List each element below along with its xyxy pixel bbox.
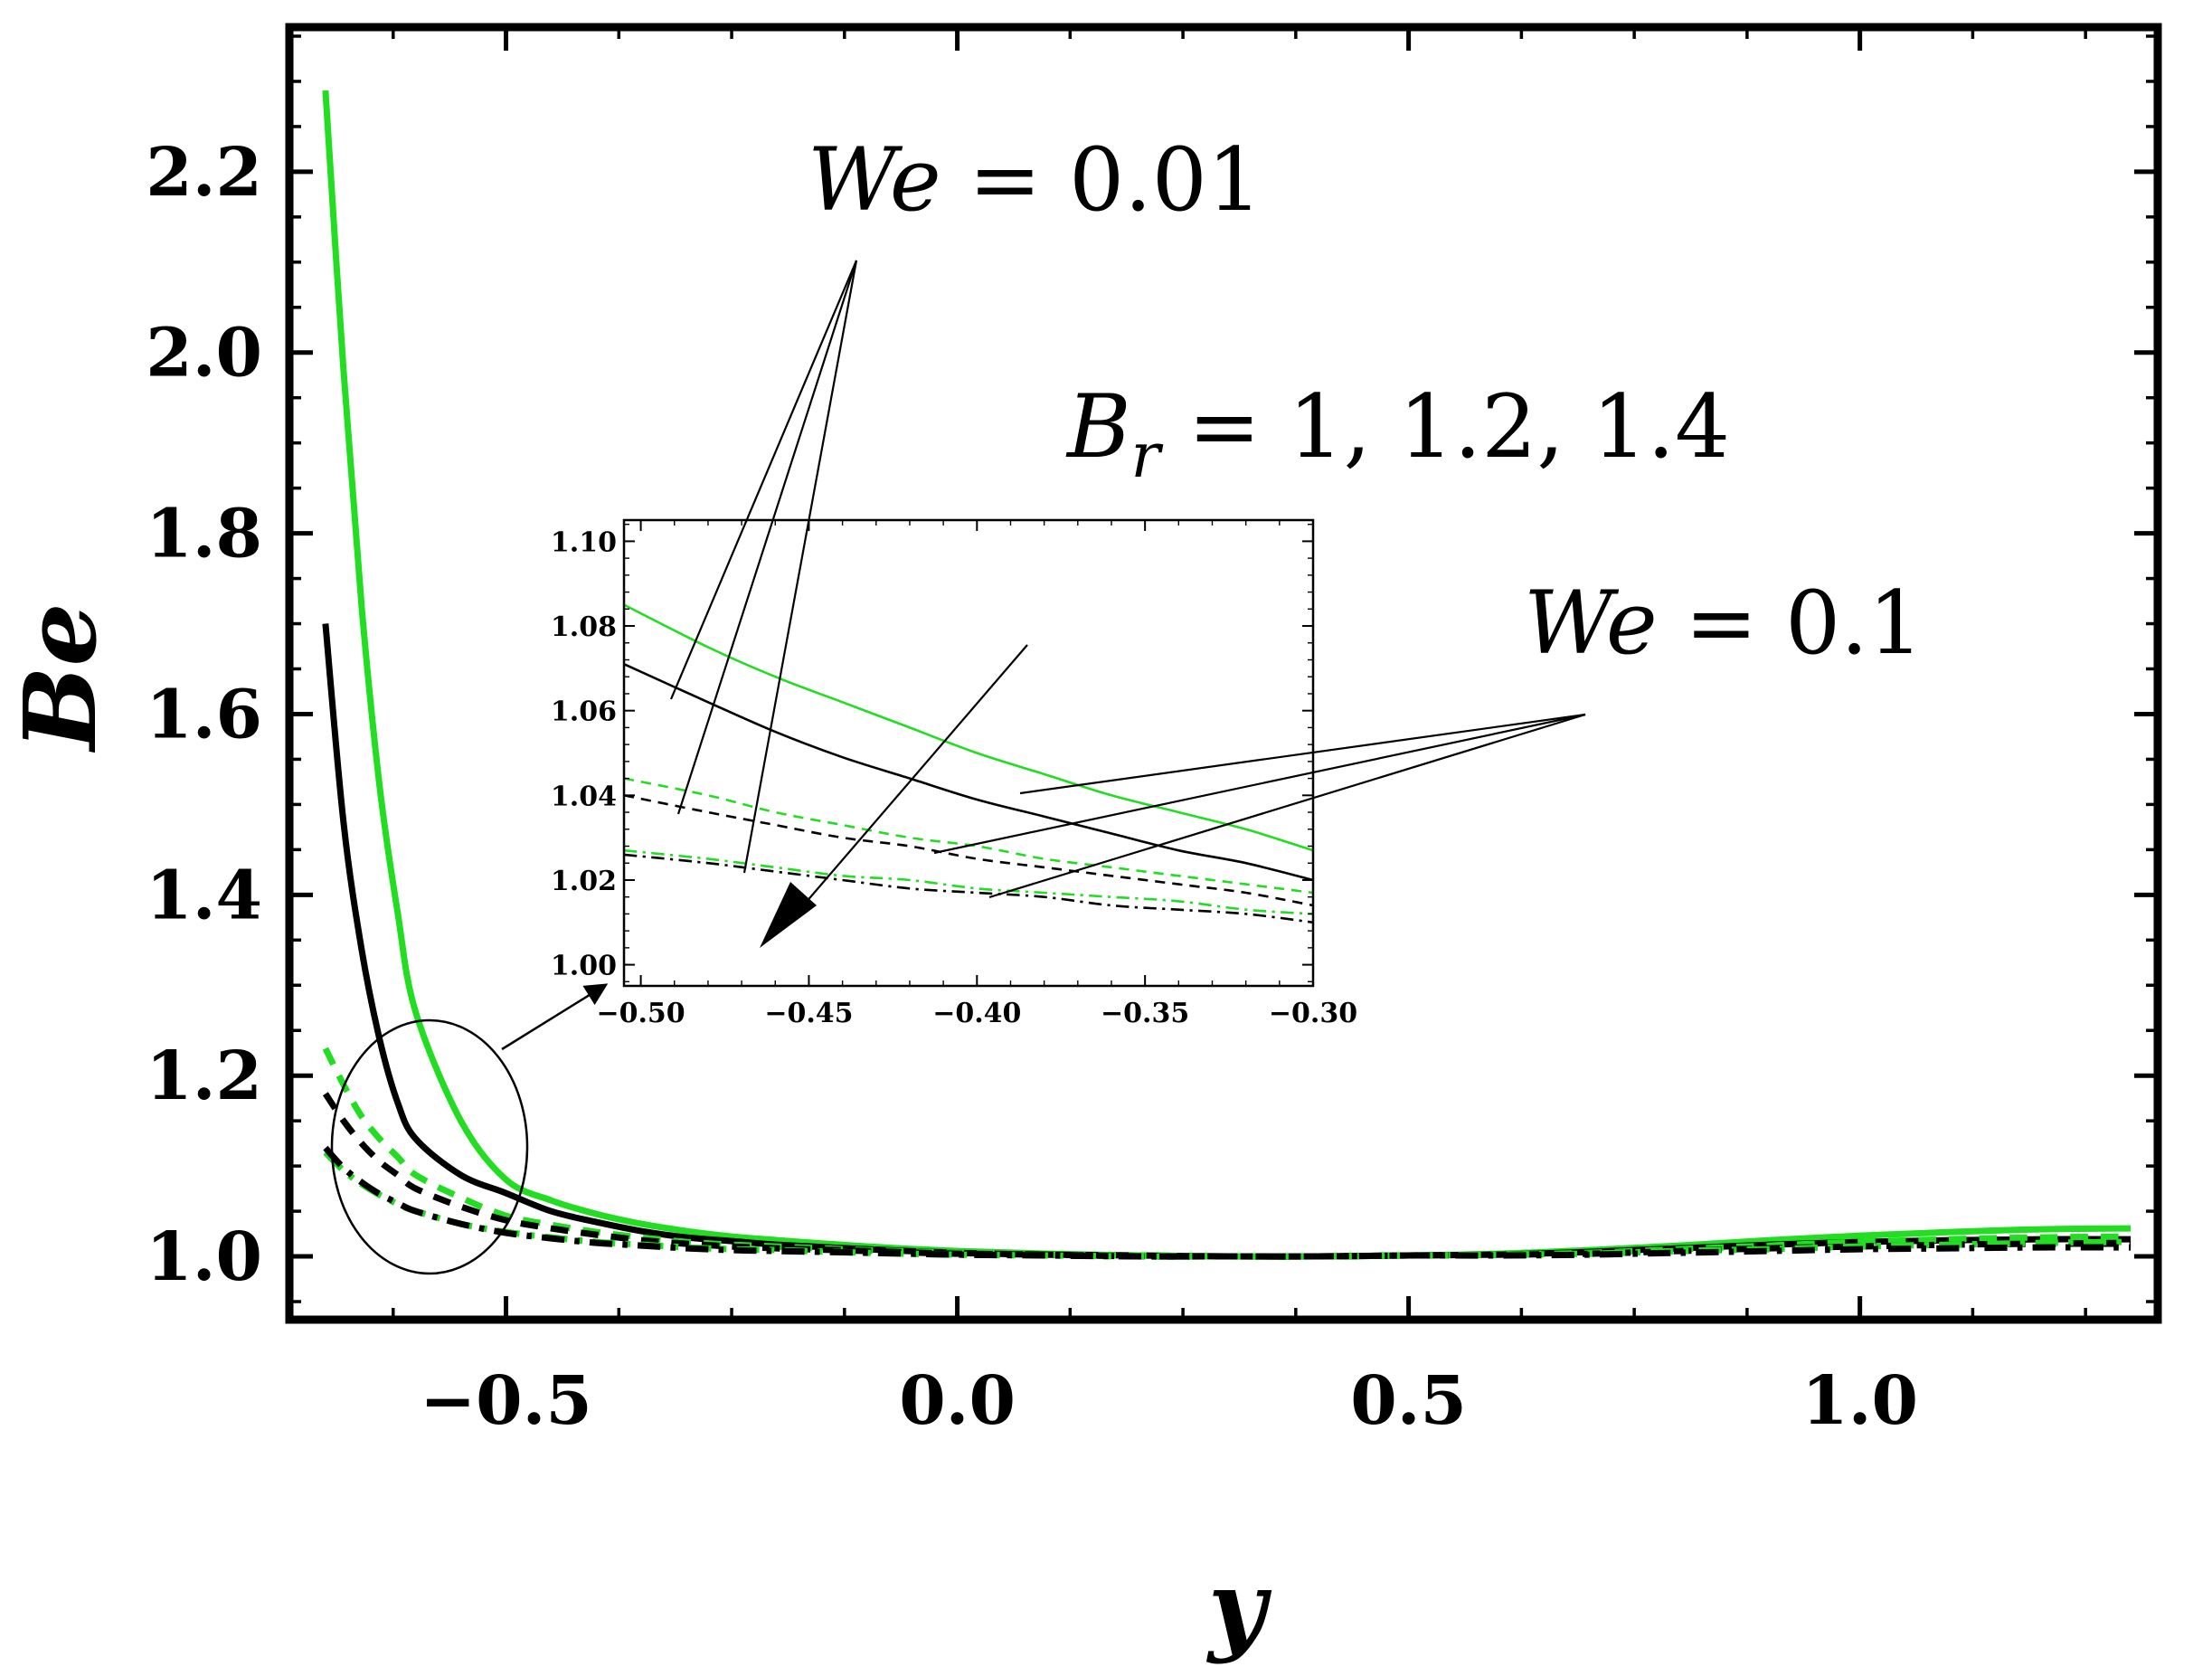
main-series-3 — [322, 1092, 2132, 1260]
annotation-we-01-italic: We — [1524, 573, 1658, 674]
annotation-br: Br = 1, 1.2, 1.4 — [1065, 376, 1730, 492]
y-tick-label: 1.0 — [146, 1218, 262, 1296]
pointer-we01-2 — [933, 713, 1586, 855]
zoom-arrow — [501, 983, 609, 1051]
pointer-we001-1 — [669, 260, 858, 700]
x-tick-label: −0.45 — [764, 998, 853, 1029]
y-tick-label: 1.06 — [551, 696, 617, 728]
y-tick-label: 1.8 — [146, 496, 262, 573]
main-series-5 — [323, 1145, 2132, 1260]
pointer-we001-3 — [742, 260, 858, 874]
main-tick-labels: −0.5 0.0 0.5 1.0 1.0 1.2 1.4 1.6 1.8 2.0 2.2 — [146, 134, 1918, 1440]
y-tick-label: 2.0 — [146, 315, 262, 393]
inset-series — [624, 603, 1313, 924]
annotation-br-rest: = 1, 1.2, 1.4 — [1160, 376, 1730, 478]
inset-series-3 — [624, 794, 1313, 907]
annotation-br-subscript: r — [1131, 421, 1164, 492]
x-tick-label: −0.5 — [420, 1362, 592, 1440]
y-tick-label: 2.2 — [146, 134, 262, 212]
y-tick-label: 1.4 — [146, 857, 262, 934]
annotation-we-001-italic: We — [808, 129, 941, 231]
annotation-we-001-rest: = 0.01 — [941, 129, 1262, 231]
annotation-we-001: We = 0.01 — [808, 129, 1262, 231]
y-tick-label: 1.10 — [551, 526, 617, 558]
x-tick-label: −0.35 — [1101, 998, 1189, 1029]
x-tick-label: −0.30 — [1269, 998, 1357, 1029]
y-tick-label: 1.04 — [551, 781, 617, 812]
pointer-we01-1 — [1019, 713, 1586, 795]
zoom-ellipse — [330, 1018, 529, 1275]
pointer-we001-2 — [676, 260, 858, 815]
annotation-we-01: We = 0.1 — [1524, 573, 1924, 674]
inset-tick-labels: −0.50 −0.45 −0.40 −0.35 −0.30 1.00 1.02 1.04 1.0… — [551, 526, 1357, 1029]
x-tick-label: −0.50 — [596, 998, 685, 1029]
y-axis-label: Be — [2, 603, 118, 753]
y-tick-label: 1.2 — [146, 1037, 262, 1115]
x-tick-label: −0.40 — [932, 998, 1021, 1029]
inset-series-0 — [624, 603, 1313, 852]
x-tick-label: 0.0 — [899, 1362, 1016, 1440]
y-tick-label: 1.02 — [551, 866, 617, 897]
inset-series-1 — [624, 663, 1313, 882]
annotation-br-italic: B — [1065, 376, 1131, 478]
inset-background — [624, 520, 1313, 986]
annotation-we-01-rest: = 0.1 — [1658, 573, 1924, 674]
annotation-pointers — [669, 260, 1586, 948]
main-ticks — [289, 27, 2158, 1320]
x-tick-label: 0.5 — [1350, 1362, 1467, 1440]
x-tick-label: 1.0 — [1801, 1362, 1918, 1440]
y-tick-label: 1.00 — [551, 951, 617, 982]
pointer-br-arrowhead — [760, 882, 817, 948]
y-tick-label: 1.6 — [146, 676, 262, 753]
main-plot-frame — [285, 23, 2162, 1324]
x-axis-label: y — [1205, 1549, 1272, 1665]
inset-series-2 — [624, 777, 1313, 895]
y-tick-label: 1.08 — [551, 611, 617, 643]
main-series — [322, 90, 2132, 1260]
pointer-br-direction — [788, 644, 1028, 923]
pointer-we01-3 — [988, 713, 1586, 899]
